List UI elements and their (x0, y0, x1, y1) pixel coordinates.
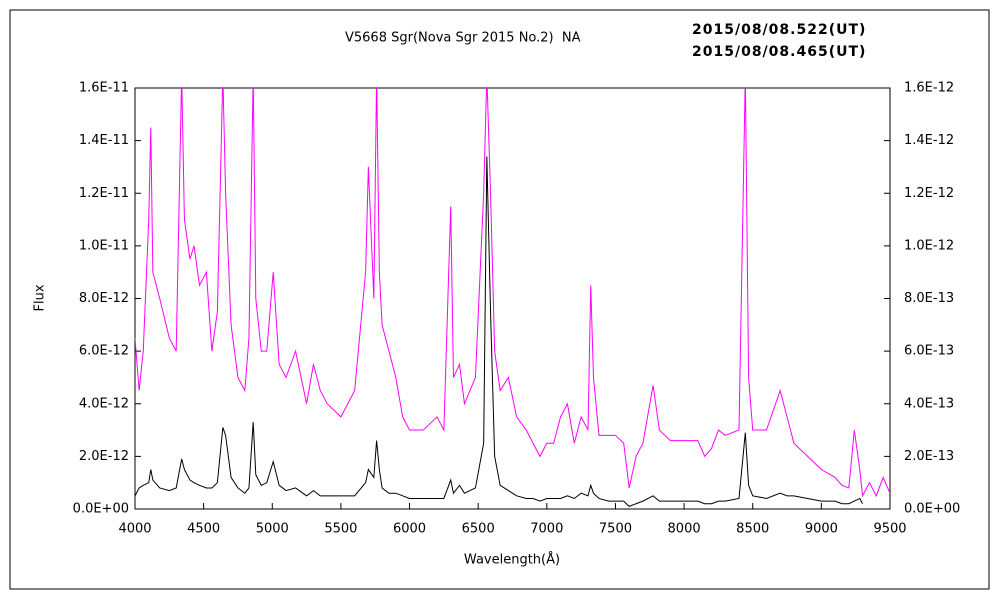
x-tick-label: 7000 (530, 522, 563, 537)
plot-lines (135, 88, 890, 507)
spectrum-line (135, 88, 890, 498)
x-tick-label: 4000 (118, 522, 151, 537)
y-tick-label: 0.0E+00 (73, 502, 129, 517)
y-tick-label: 4.0E-12 (79, 396, 129, 411)
y2-tick-label: 0.0E+00 (904, 502, 960, 517)
y-axis-label: Flux (33, 284, 48, 311)
y2-tick-label: 1.0E-12 (904, 238, 954, 253)
y-tick-label: 1.6E-11 (79, 81, 129, 96)
y-tick-label: 1.4E-11 (79, 133, 129, 148)
x-axis-label: Wavelength(Å) (464, 552, 560, 568)
x-tick-label: 9000 (805, 522, 838, 537)
y-tick-label: 8.0E-12 (79, 291, 129, 306)
y2-tick-label: 1.6E-12 (904, 81, 954, 96)
x-tick-label: 9500 (873, 522, 906, 537)
y-tick-label: 1.0E-11 (79, 238, 129, 253)
x-tick-label: 7500 (599, 522, 632, 537)
y2-tick-label: 1.4E-12 (904, 133, 954, 148)
spectrum-line (135, 156, 863, 507)
x-tick-label: 5500 (324, 522, 357, 537)
x-tick-label: 6500 (462, 522, 495, 537)
plot-area (134, 87, 891, 510)
y2-tick-label: 2.0E-13 (904, 449, 954, 464)
y2-tick-label: 8.0E-13 (904, 291, 954, 306)
x-tick-label: 6000 (393, 522, 426, 537)
y2-tick-label: 1.2E-12 (904, 186, 954, 201)
y2-tick-label: 6.0E-13 (904, 344, 954, 359)
x-tick-label: 8000 (668, 522, 701, 537)
legend-label: 2015/08/08.522(UT) (692, 22, 866, 38)
y2-tick-label: 4.0E-13 (904, 396, 954, 411)
y-tick-label: 2.0E-12 (79, 449, 129, 464)
x-tick-label: 8500 (736, 522, 769, 537)
frame (9, 9, 990, 590)
legend-label: 2015/08/08.465(UT) (692, 44, 866, 60)
y-tick-label: 6.0E-12 (79, 344, 129, 359)
x-tick-label: 5000 (256, 522, 289, 537)
y-tick-label: 1.2E-11 (79, 186, 129, 201)
chart-title: V5668 Sgr(Nova Sgr 2015 No.2) NA (345, 31, 581, 46)
x-tick-label: 4500 (187, 522, 220, 537)
